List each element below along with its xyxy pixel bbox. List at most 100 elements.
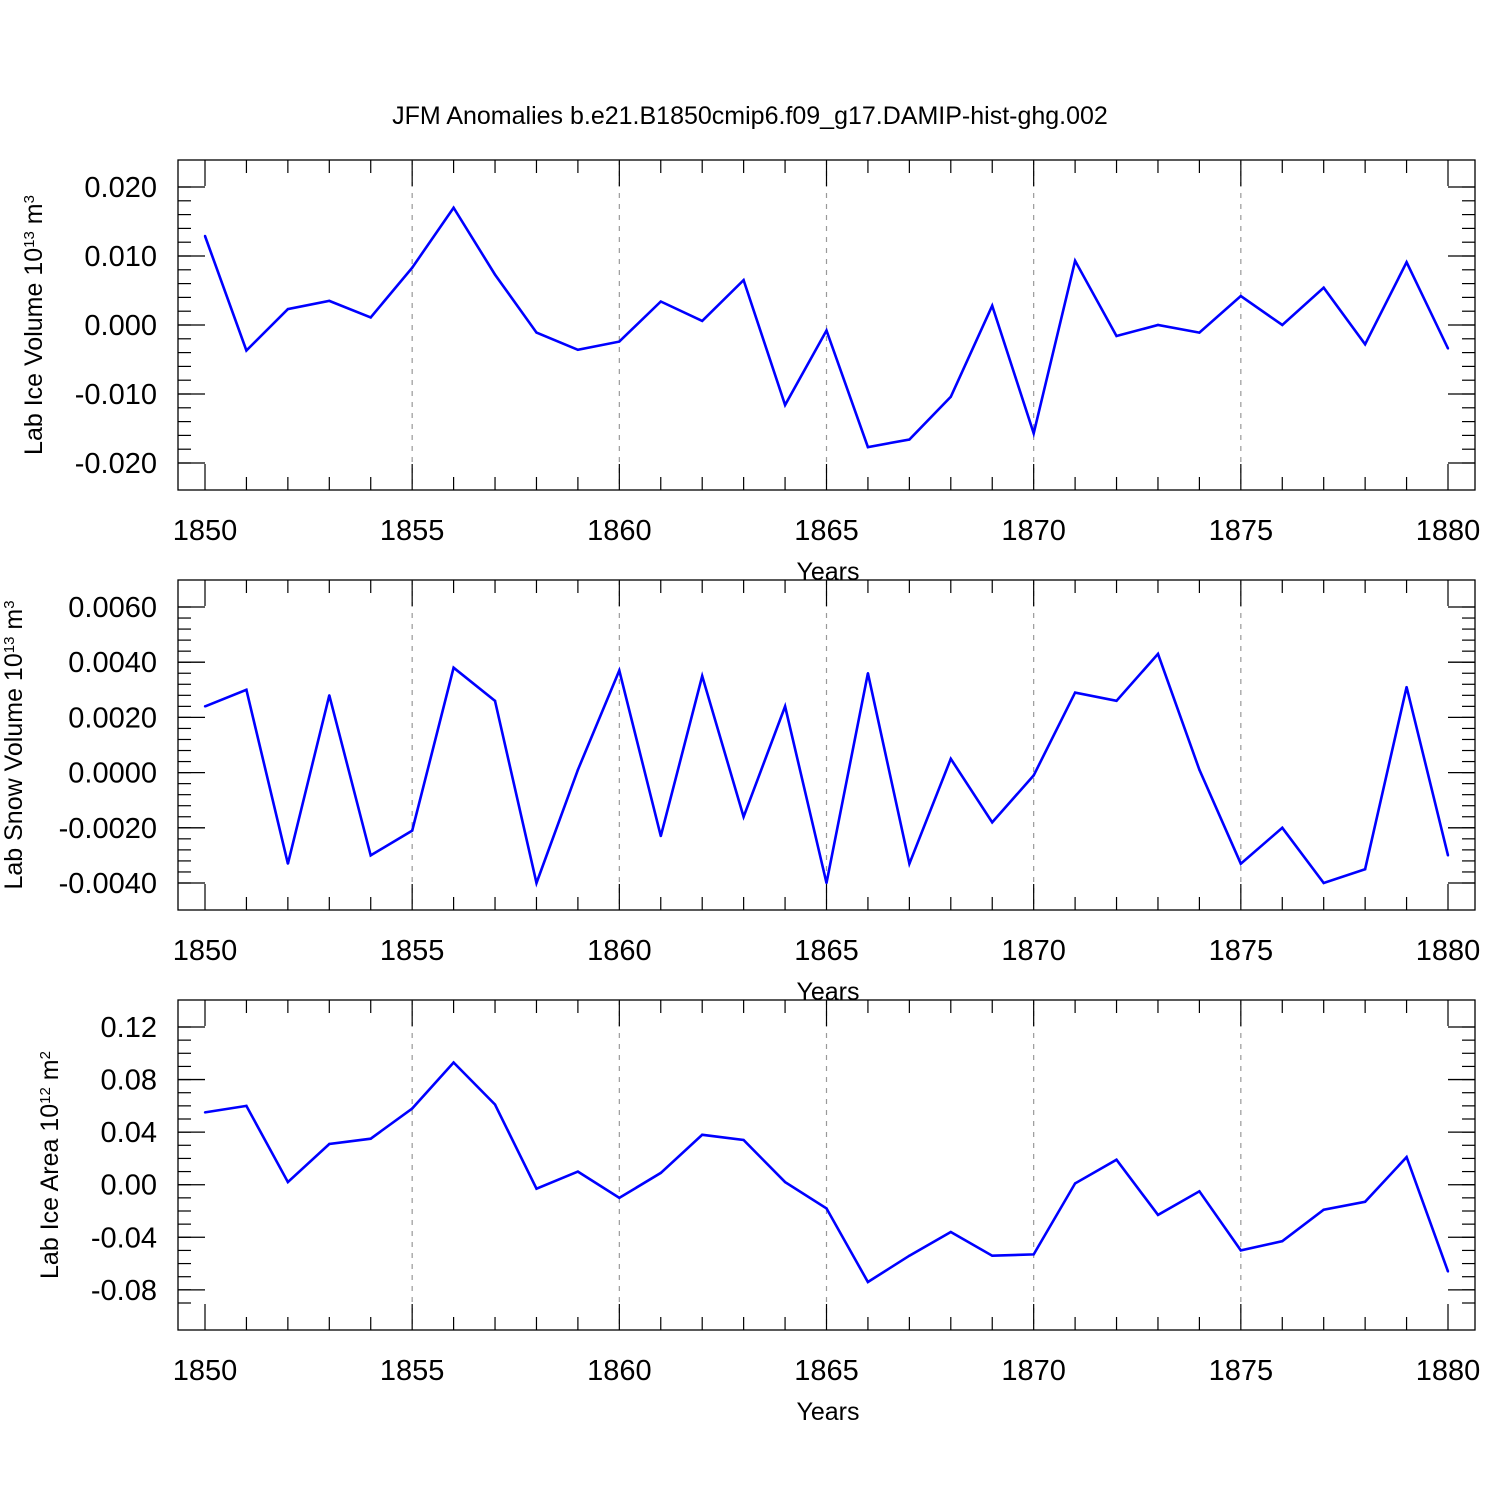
- y-axis-label-superscript: 13: [1, 637, 18, 654]
- data-point: [203, 234, 207, 238]
- x-tick-label: 1855: [380, 1355, 445, 1387]
- chart-panel-3: 0.12 0.08 0.04 0.00 -0.04 -0.08 1850 1855 1860 18…: [36, 999, 1481, 1426]
- y-axis-label-text: m: [36, 1059, 64, 1087]
- data-point: [825, 881, 828, 885]
- data-point: [949, 1230, 952, 1234]
- data-point: [1405, 261, 1408, 264]
- data-point: [493, 1103, 497, 1106]
- data-point: [991, 304, 994, 307]
- data-point: [535, 881, 538, 885]
- x-tick-label: 1875: [1209, 515, 1274, 547]
- x-tick-label: 1855: [380, 515, 445, 547]
- data-point: [783, 1180, 787, 1184]
- data-point: [1073, 691, 1077, 694]
- chart-panel-2: 0.0060 0.0040 0.0020 0.0000 -0.0020 -0.0040 18…: [0, 579, 1481, 1006]
- data-point: [1363, 868, 1367, 871]
- data-point: [1405, 1155, 1408, 1159]
- y-tick-label: -0.0020: [59, 813, 157, 845]
- data-point: [410, 1107, 414, 1110]
- data-point: [576, 348, 580, 352]
- data-point: [535, 1187, 538, 1190]
- data-point: [1073, 1182, 1077, 1185]
- x-tick-label: 1870: [1001, 1355, 1066, 1387]
- data-point: [1115, 334, 1118, 338]
- data-point: [825, 329, 828, 332]
- data-point: [576, 768, 580, 772]
- y-axis-label: Lab Ice Area 1012 m2: [36, 1051, 64, 1279]
- y-tick-label: 0.00: [101, 1170, 157, 1202]
- data-point: [618, 340, 621, 343]
- data-point: [245, 1104, 248, 1108]
- data-point: [369, 316, 372, 319]
- data-point: [1032, 1253, 1035, 1256]
- y-axis-label-superscript: 3: [1, 600, 18, 608]
- data-point: [1363, 343, 1367, 346]
- data-point: [1198, 331, 1201, 334]
- data-point: [1032, 774, 1035, 777]
- data-point: [1281, 323, 1284, 327]
- x-tick-label: 1880: [1416, 1355, 1481, 1387]
- data-point: [452, 666, 455, 669]
- chart-title: JFM Anomalies b.e21.B1850cmip6.f09_g17.D…: [392, 102, 1108, 130]
- x-tick-label: 1880: [1416, 935, 1481, 967]
- y-tick-label: 0.04: [101, 1117, 157, 1149]
- data-point: [576, 1170, 580, 1173]
- x-tick-label: 1850: [173, 935, 238, 967]
- y-tick-label: 0.020: [84, 172, 157, 204]
- y-tick-label: -0.010: [75, 379, 157, 411]
- data-point: [245, 688, 248, 691]
- data-point: [1446, 1270, 1450, 1273]
- x-tick-label: 1860: [587, 515, 652, 547]
- x-tick-label: 1850: [173, 515, 238, 547]
- y-tick-label: 0.0000: [68, 758, 157, 790]
- data-point: [1156, 1213, 1160, 1217]
- y-tick-label: 0.0060: [68, 592, 157, 624]
- y-axis-label: Lab Snow Volume 1013 m3: [0, 600, 28, 889]
- data-point: [908, 862, 911, 865]
- data-point: [203, 705, 207, 708]
- series-line: [204, 1060, 1450, 1284]
- data-point: [1198, 1190, 1201, 1193]
- data-point: [618, 669, 621, 672]
- data-point: [1239, 1249, 1243, 1252]
- y-tick-label: 0.12: [101, 1012, 157, 1044]
- y-tick-label: 0.0020: [68, 702, 157, 734]
- x-tick-label: 1865: [794, 1355, 859, 1387]
- x-tick-label: 1865: [794, 935, 859, 967]
- y-tick-label: 0.0040: [68, 647, 157, 679]
- data-point: [1405, 685, 1408, 689]
- data-point: [1363, 1200, 1367, 1204]
- y-axis-label-text: m: [0, 609, 28, 637]
- y-axis-label-text: Lab Snow Volume 10: [0, 653, 28, 889]
- data-point: [1156, 323, 1160, 327]
- data-point: [783, 705, 787, 708]
- data-point: [1281, 1240, 1284, 1243]
- data-point: [1446, 854, 1450, 857]
- data-point: [866, 672, 870, 675]
- x-tick-label: 1860: [587, 1355, 652, 1387]
- x-tick-label: 1850: [173, 1355, 238, 1387]
- x-tick-label: 1865: [794, 515, 859, 547]
- y-axis-label-superscript: 12: [37, 1087, 54, 1104]
- data-point: [783, 403, 787, 407]
- data-point: [1322, 286, 1325, 289]
- data-point: [328, 1142, 331, 1146]
- data-point: [493, 273, 497, 276]
- data-point: [410, 829, 414, 832]
- data-point: [825, 1207, 828, 1210]
- data-point: [328, 299, 331, 303]
- data-point: [659, 1171, 662, 1175]
- data-point: [1322, 881, 1325, 885]
- x-axis-label: Years: [796, 1398, 859, 1426]
- data-point: [991, 1254, 994, 1257]
- data-point: [742, 1138, 745, 1142]
- y-axis-label: Lab Ice Volume 1013 m3: [20, 195, 48, 455]
- y-tick-label: -0.04: [91, 1222, 157, 1254]
- y-tick-label: 0.08: [101, 1065, 157, 1097]
- y-axis-label-text: m: [20, 203, 48, 231]
- y-axis-label-text: Lab Ice Volume 10: [20, 248, 48, 455]
- chart-panels: 0.020 0.010 0.000 -0.010 -0.020 1850 1855 1860 1…: [0, 159, 1481, 1426]
- y-tick-label: -0.08: [91, 1275, 157, 1307]
- data-point: [1198, 768, 1201, 772]
